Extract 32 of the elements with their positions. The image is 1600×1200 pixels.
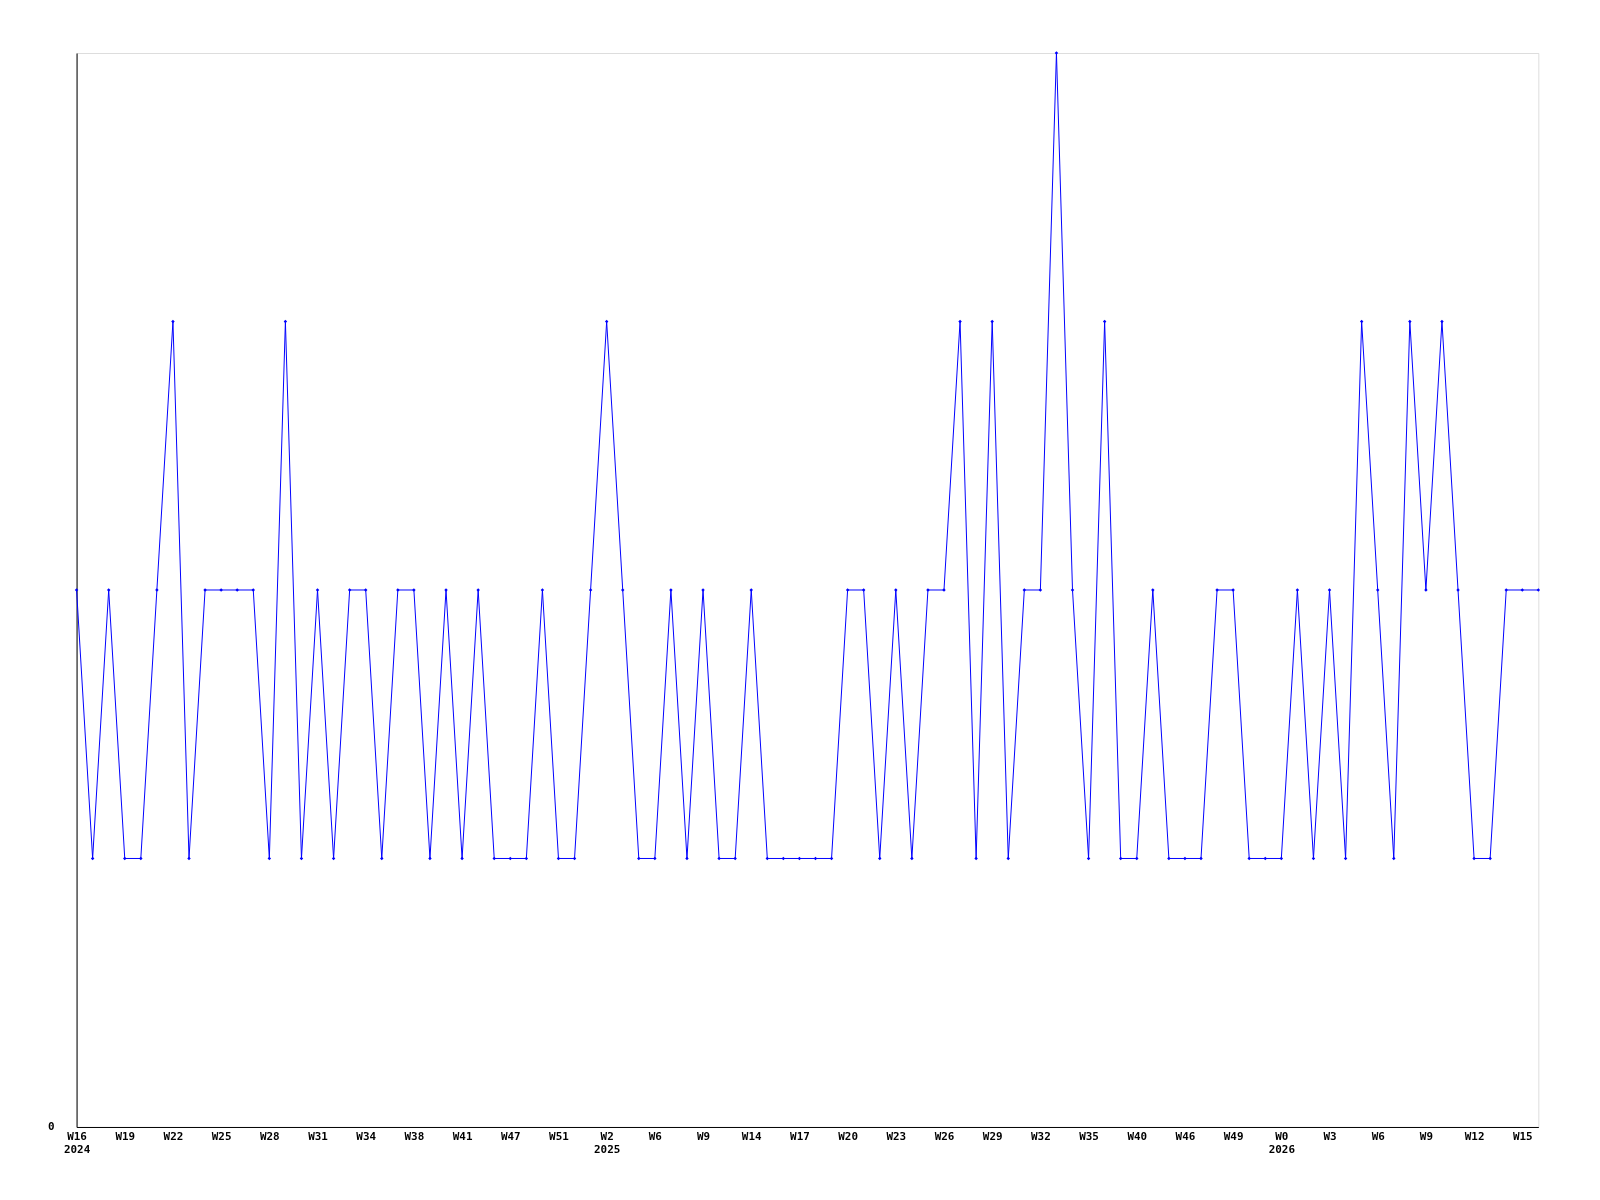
x-tick-label: W16 2024 bbox=[63, 1130, 91, 1157]
x-tick-label: W38 bbox=[404, 1130, 425, 1144]
x-tick-label: W25 bbox=[211, 1130, 232, 1144]
x-tick-label: W14 bbox=[741, 1130, 763, 1144]
x-tick-label: W6 bbox=[648, 1130, 662, 1144]
x-tick-label: W35 bbox=[1079, 1130, 1099, 1144]
x-tick-label: W29 bbox=[982, 1130, 1003, 1144]
x-tick-label: W23 bbox=[886, 1130, 907, 1144]
x-tick-label: W40 bbox=[1127, 1130, 1148, 1144]
x-tick-label: W26 bbox=[934, 1130, 955, 1144]
x-tick-label: W31 bbox=[308, 1130, 329, 1144]
x-tick-label: W46 bbox=[1175, 1130, 1196, 1144]
x-tick-label: W9 bbox=[1419, 1130, 1433, 1144]
x-tick-label: W2 2025 bbox=[594, 1130, 621, 1157]
x-tick-label: W19 bbox=[115, 1130, 136, 1144]
x-tick-label: W6 bbox=[1371, 1130, 1385, 1144]
x-tick-label: W22 bbox=[163, 1130, 184, 1144]
x-tick-label: W15 bbox=[1512, 1130, 1533, 1144]
x-tick-label: W9 bbox=[696, 1130, 711, 1144]
x-tick-label: W17 bbox=[790, 1130, 810, 1144]
x-tick-label: W0 2026 bbox=[1268, 1130, 1295, 1157]
x-tick-label: W34 bbox=[356, 1130, 377, 1144]
x-tick-label: W20 bbox=[838, 1130, 858, 1144]
x-tick-label: W49 bbox=[1223, 1130, 1244, 1144]
x-tick-label: W41 bbox=[452, 1130, 473, 1144]
x-tick-label: W47 bbox=[500, 1130, 521, 1144]
x-tick-label: W32 bbox=[1031, 1130, 1051, 1144]
x-tick-label: W12 bbox=[1464, 1130, 1485, 1144]
text: 0 bbox=[48, 1119, 55, 1133]
x-tick-label: W51 bbox=[549, 1130, 570, 1144]
x-tick-label: W3 bbox=[1323, 1130, 1337, 1144]
x-tick-label: W28 bbox=[259, 1130, 280, 1144]
